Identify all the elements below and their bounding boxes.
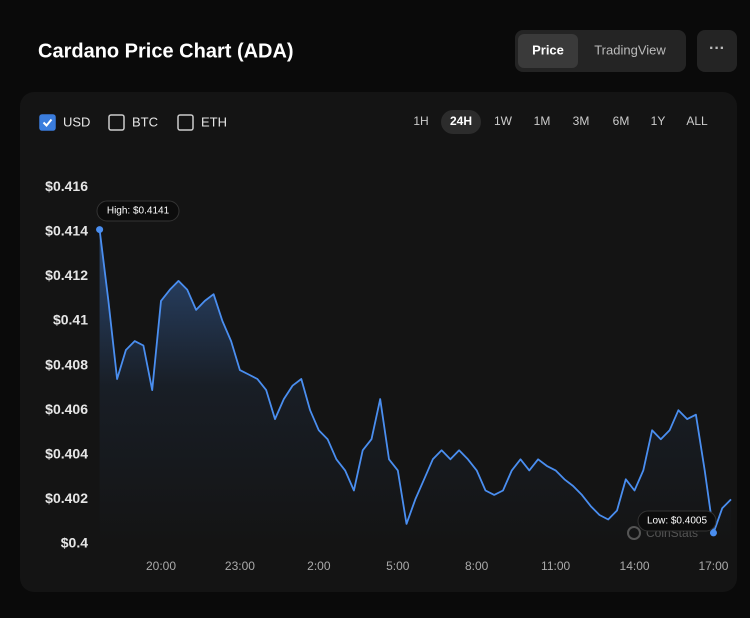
range-button[interactable]: 1M: [534, 114, 551, 128]
y-tick-label: $0.4: [61, 535, 88, 551]
range-active-bg[interactable]: [441, 110, 481, 134]
y-tick-label: $0.412: [45, 267, 88, 283]
range-button[interactable]: 24H: [450, 114, 472, 128]
annotation-bg: [96, 200, 180, 222]
y-tick-label: $0.414: [45, 223, 88, 239]
checkbox-label[interactable]: BTC: [132, 114, 158, 129]
y-tick-label: $0.406: [45, 401, 88, 417]
x-tick-label: 11:00: [541, 559, 570, 573]
checkbox[interactable]: [108, 114, 125, 131]
menu-icon[interactable]: ···: [709, 40, 725, 57]
checkmark[interactable]: [42, 118, 53, 127]
x-tick-label: 14:00: [620, 559, 650, 573]
price-line: [98, 229, 732, 534]
checkbox[interactable]: [177, 114, 194, 131]
watermark-icon: [627, 526, 641, 540]
range-button[interactable]: 1Y: [651, 114, 666, 128]
tab[interactable]: TradingView: [594, 42, 666, 57]
range-button[interactable]: 1W: [494, 114, 513, 128]
tab-active-bg[interactable]: [518, 34, 578, 68]
tab[interactable]: Price: [532, 42, 564, 57]
x-tick-label: 8:00: [465, 559, 489, 573]
range-button[interactable]: 6M: [613, 114, 630, 128]
x-tick-label: 2:00: [307, 559, 331, 573]
y-tick-label: $0.41: [53, 312, 88, 328]
range-button[interactable]: ALL: [686, 114, 708, 128]
y-tick-label: $0.416: [45, 178, 88, 194]
annotation: High: $0.4141: [107, 206, 170, 217]
y-tick-label: $0.402: [45, 490, 88, 506]
range-button[interactable]: 3M: [573, 114, 590, 128]
page-title: Cardano Price Chart (ADA): [38, 40, 294, 62]
extreme-marker: [709, 529, 717, 537]
menu-button[interactable]: [697, 30, 737, 72]
y-tick-label: $0.404: [45, 446, 88, 462]
x-tick-label: 20:00: [146, 559, 176, 573]
x-tick-label: 17:00: [698, 559, 728, 573]
checkbox-label[interactable]: ETH: [201, 114, 227, 129]
x-tick-label: 23:00: [225, 559, 255, 573]
area: [99, 229, 732, 544]
annotation: Low: $0.4005: [647, 516, 707, 527]
y-tick-label: $0.408: [45, 356, 88, 372]
annotation-bg: [637, 510, 717, 532]
checkbox[interactable]: [39, 114, 56, 131]
extreme-marker: [96, 226, 104, 234]
checkbox-label[interactable]: USD: [63, 114, 90, 129]
range-button[interactable]: 1H: [413, 114, 428, 128]
x-tick-label: 5:00: [386, 559, 410, 573]
